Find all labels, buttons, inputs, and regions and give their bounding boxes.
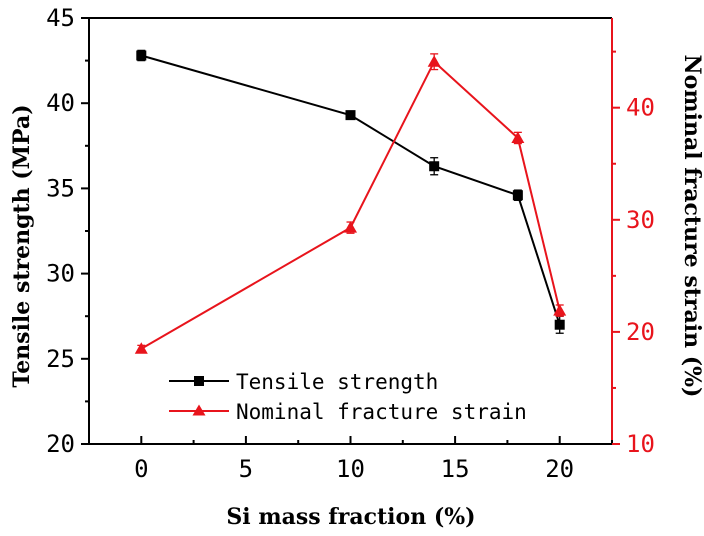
data-point-strain — [427, 55, 441, 67]
y-tick-label: 25 — [46, 345, 75, 373]
y2-tick-label: 10 — [626, 430, 655, 458]
y-tick-label: 20 — [46, 430, 75, 458]
data-point-strain — [134, 342, 148, 354]
y2-tick-label: 40 — [626, 94, 655, 122]
data-point-tensile — [345, 110, 356, 121]
legend-label-tensile: Tensile strength — [236, 370, 438, 394]
y-tick-label: 45 — [46, 4, 75, 32]
y-tick-label: 30 — [46, 260, 75, 288]
data-point-strain — [511, 131, 525, 143]
x-tick-label: 0 — [134, 455, 148, 483]
data-point-strain — [553, 304, 567, 316]
data-point-strain — [344, 221, 357, 233]
x-tick-label: 10 — [336, 455, 365, 483]
x-tick-label: 20 — [545, 455, 574, 483]
data-point-tensile — [429, 161, 440, 172]
legend-item-tensile: Tensile strength — [169, 370, 438, 394]
axis-ticks: 0 5 10 15 20 20 25 30 35 40 45 10 20 30 40 — [46, 4, 655, 483]
data-point-tensile — [136, 50, 147, 61]
legend-marker-square — [194, 376, 204, 386]
x-axis-title: Si mass fraction (%) — [226, 504, 475, 530]
plot-series — [134, 49, 567, 354]
y2-tick-label: 20 — [626, 318, 655, 346]
y2-axis-title: Nominal fracture strain (%) — [679, 55, 704, 398]
legend: Tensile strength Nominal fracture strain — [169, 370, 527, 424]
data-point-tensile — [554, 319, 565, 330]
legend-item-strain: Nominal fracture strain — [169, 400, 527, 424]
data-point-tensile — [512, 190, 523, 201]
legend-marker-triangle — [192, 404, 206, 416]
y-tick-label: 40 — [46, 89, 75, 117]
x-tick-label: 15 — [441, 455, 470, 483]
y-axis-title: Tensile strength (MPa) — [9, 104, 35, 387]
series-line-tensile — [141, 54, 561, 326]
y-tick-label: 35 — [46, 174, 75, 202]
y2-tick-label: 30 — [626, 206, 655, 234]
x-tick-label: 5 — [239, 455, 253, 483]
legend-label-strain: Nominal fracture strain — [236, 400, 527, 424]
series-line-strain — [140, 60, 561, 350]
